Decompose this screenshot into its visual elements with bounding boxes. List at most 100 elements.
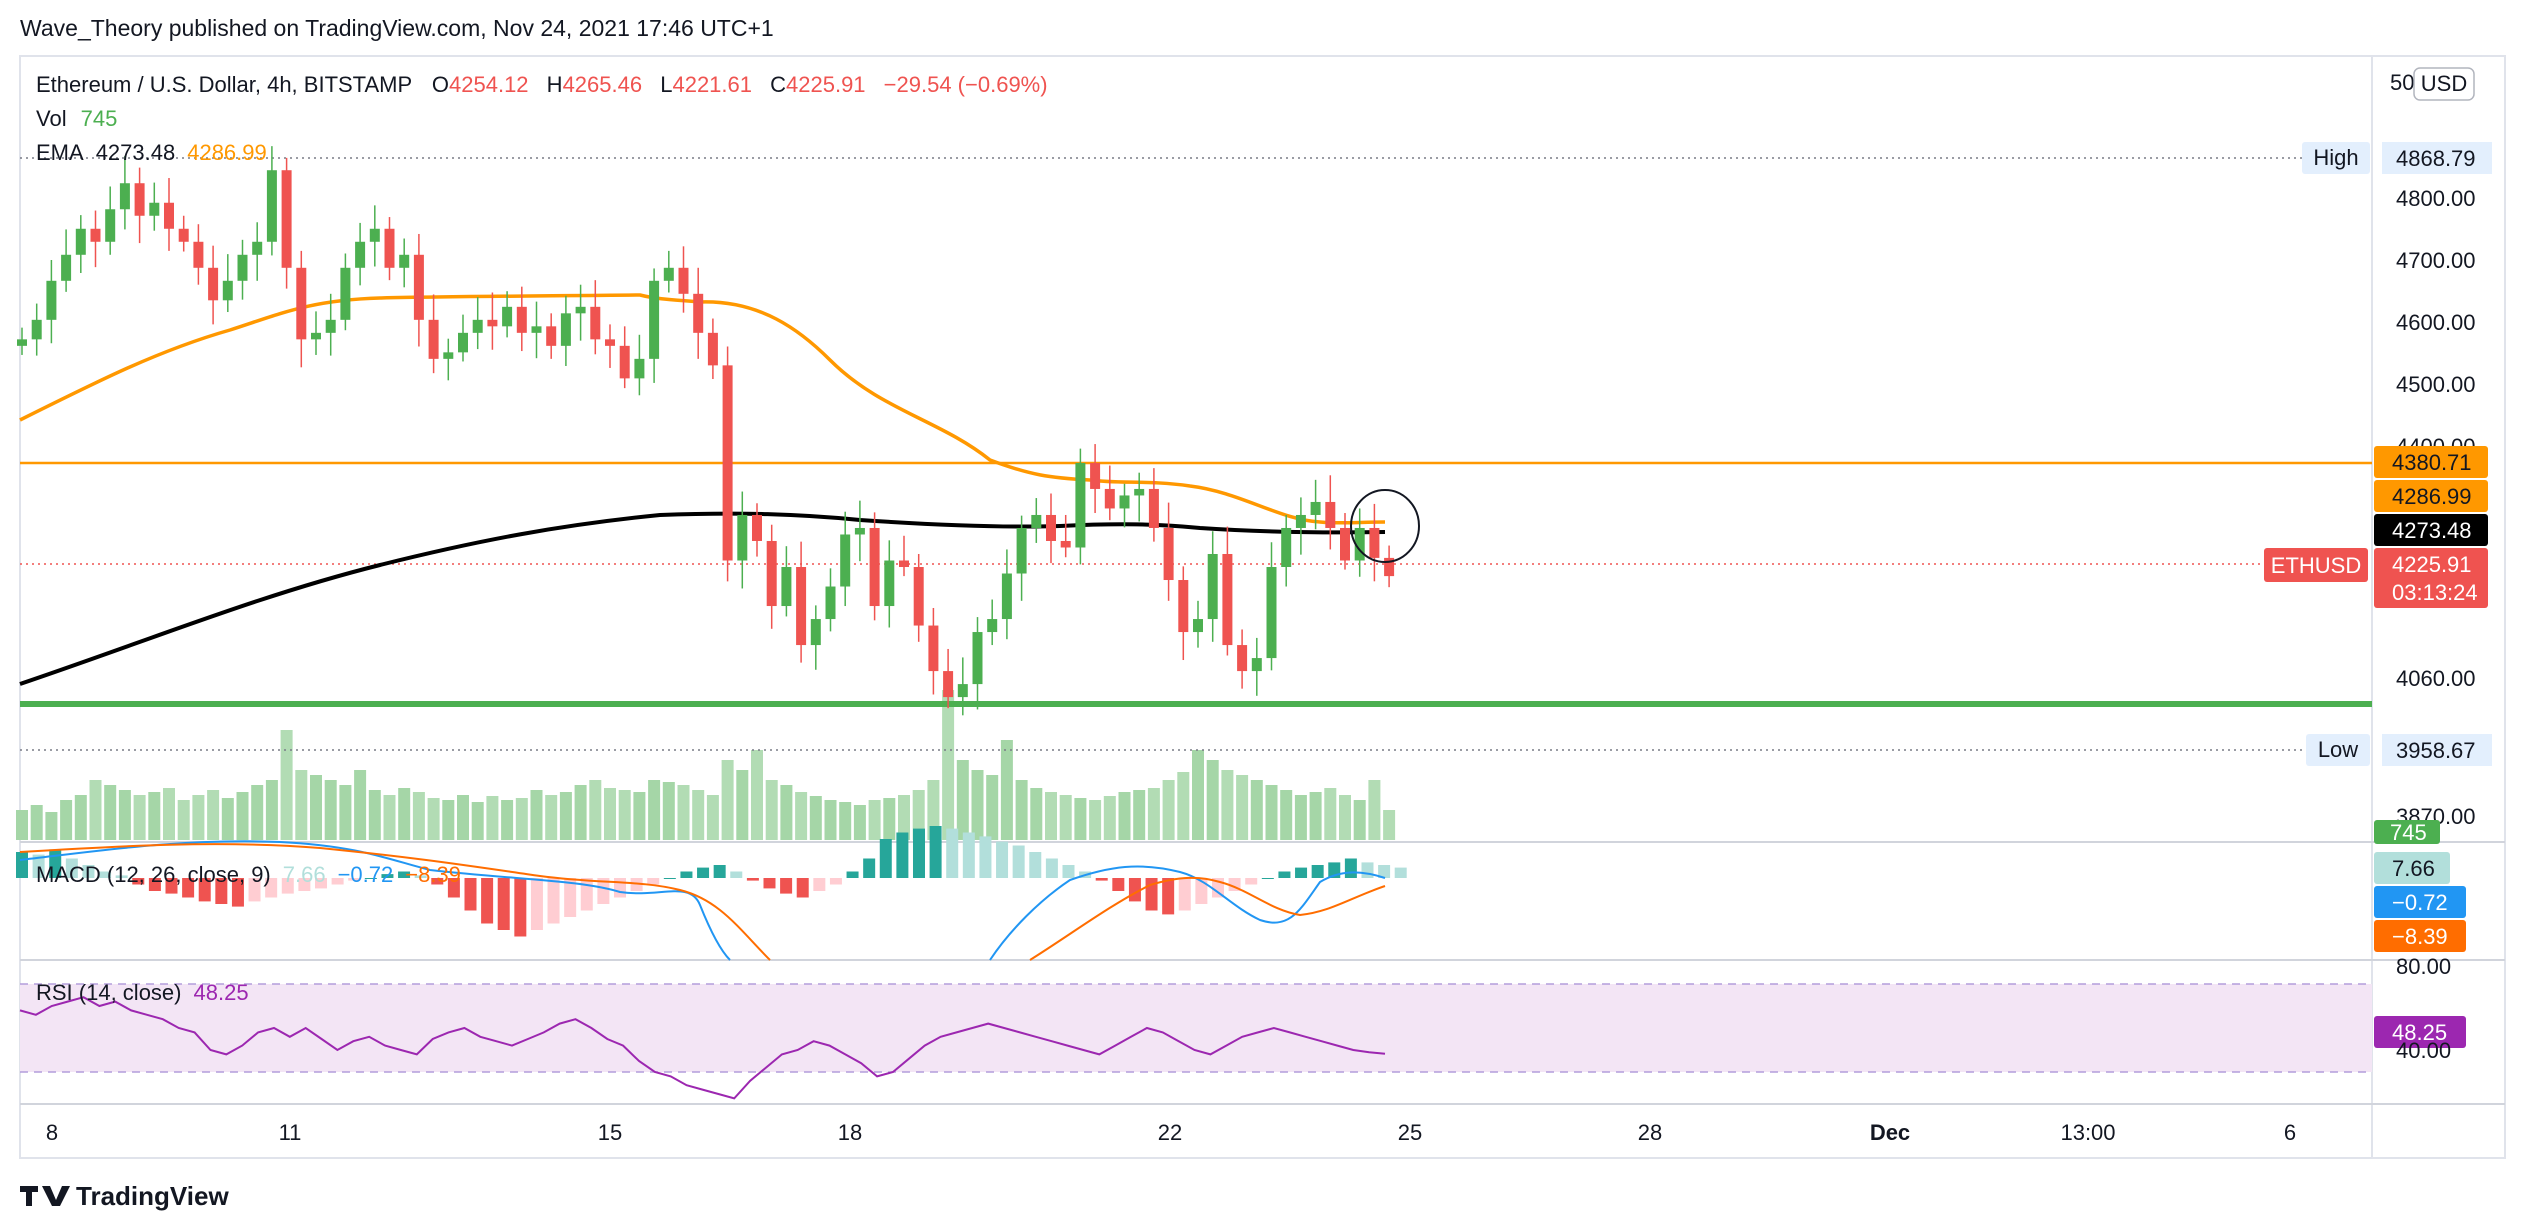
candle[interactable] <box>1251 637 1262 696</box>
candle[interactable] <box>252 222 263 281</box>
candle[interactable] <box>1325 475 1336 550</box>
candle[interactable] <box>1178 566 1189 661</box>
candle[interactable] <box>443 338 454 381</box>
candle[interactable] <box>164 178 174 251</box>
candle[interactable] <box>928 607 939 695</box>
candle[interactable] <box>487 292 498 350</box>
candle[interactable] <box>1369 503 1380 582</box>
candle[interactable] <box>1060 514 1071 558</box>
candle[interactable] <box>266 146 277 256</box>
candle[interactable] <box>1281 514 1292 587</box>
candle[interactable] <box>987 599 998 646</box>
candle[interactable] <box>1046 493 1056 564</box>
candle[interactable] <box>1295 497 1306 555</box>
candle[interactable] <box>1134 472 1145 522</box>
time-axis[interactable]: 8 11 15 18 22 25 28 Dec 13:00 6 <box>46 1120 2296 1145</box>
candle[interactable] <box>281 157 292 289</box>
candle[interactable] <box>1237 629 1248 689</box>
candle[interactable] <box>1075 448 1086 565</box>
candle[interactable] <box>1119 483 1130 528</box>
candle[interactable] <box>31 303 42 356</box>
candle[interactable] <box>340 253 351 331</box>
candle[interactable] <box>105 186 116 255</box>
candle[interactable] <box>1207 531 1218 642</box>
currency-button[interactable] <box>2413 67 2475 101</box>
candle[interactable] <box>428 294 439 374</box>
candle[interactable] <box>119 155 130 230</box>
candle[interactable] <box>840 511 851 607</box>
candle[interactable] <box>899 535 909 577</box>
candle[interactable] <box>590 280 601 355</box>
ema-fast-line[interactable] <box>19 293 1386 525</box>
candle[interactable] <box>311 311 321 355</box>
candle[interactable] <box>1104 465 1115 521</box>
candle[interactable] <box>90 210 101 268</box>
candle[interactable] <box>296 250 307 368</box>
candle[interactable] <box>575 284 586 341</box>
ema-slow-line[interactable] <box>19 511 1386 686</box>
candle[interactable] <box>1384 545 1395 588</box>
candle[interactable] <box>1310 479 1321 530</box>
candle[interactable] <box>1031 498 1042 543</box>
candle[interactable] <box>1163 502 1174 601</box>
candle[interactable] <box>649 268 660 383</box>
candle[interactable] <box>943 648 954 709</box>
candle[interactable] <box>17 327 27 355</box>
candle[interactable] <box>781 546 792 617</box>
candle[interactable] <box>693 267 704 359</box>
candle[interactable] <box>796 541 807 663</box>
candle[interactable] <box>458 314 468 362</box>
candle[interactable] <box>384 217 395 281</box>
candle[interactable] <box>75 215 86 273</box>
candle[interactable] <box>502 291 513 338</box>
candle[interactable] <box>178 215 189 252</box>
candle[interactable] <box>516 286 527 352</box>
candle[interactable] <box>413 233 424 347</box>
candle[interactable] <box>149 182 160 231</box>
candle[interactable] <box>1222 526 1233 656</box>
candle[interactable] <box>810 605 821 670</box>
candle[interactable] <box>854 500 865 562</box>
candle[interactable] <box>208 245 219 325</box>
candle[interactable] <box>722 346 733 582</box>
candle[interactable] <box>663 250 674 293</box>
candle[interactable] <box>1266 542 1277 671</box>
candle[interactable] <box>1001 549 1012 640</box>
circle-annotation[interactable] <box>1350 489 1420 563</box>
candle[interactable] <box>678 246 689 313</box>
candle[interactable] <box>531 301 542 359</box>
candle[interactable] <box>957 657 968 716</box>
candle[interactable] <box>1354 508 1365 577</box>
candle[interactable] <box>707 318 718 380</box>
candle[interactable] <box>325 293 336 356</box>
candle[interactable] <box>752 503 762 557</box>
candle[interactable] <box>560 295 571 367</box>
candle[interactable] <box>869 512 880 621</box>
candle[interactable] <box>972 617 983 710</box>
candle[interactable] <box>399 238 410 288</box>
candle[interactable] <box>737 491 748 589</box>
currency-label[interactable]: USD <box>2421 71 2467 96</box>
candle[interactable] <box>193 224 204 285</box>
candle[interactable] <box>1016 515 1027 601</box>
candle[interactable] <box>546 313 557 359</box>
candle[interactable] <box>825 568 836 632</box>
candle[interactable] <box>355 222 366 286</box>
candle[interactable] <box>134 167 145 244</box>
candle[interactable] <box>1340 513 1350 570</box>
candle[interactable] <box>1193 600 1203 648</box>
candle[interactable] <box>619 326 630 389</box>
candle[interactable] <box>884 540 895 628</box>
candle[interactable] <box>222 254 233 313</box>
tradingview-logo[interactable]: TradingView <box>20 1181 229 1211</box>
candle[interactable] <box>605 324 615 368</box>
candle[interactable] <box>1090 444 1101 514</box>
candle[interactable] <box>913 553 924 642</box>
candle[interactable] <box>766 524 777 629</box>
candles[interactable] <box>17 146 1395 716</box>
candle[interactable] <box>46 259 57 344</box>
candle[interactable] <box>61 229 72 292</box>
candle[interactable] <box>1148 468 1159 542</box>
candle[interactable] <box>472 297 483 350</box>
